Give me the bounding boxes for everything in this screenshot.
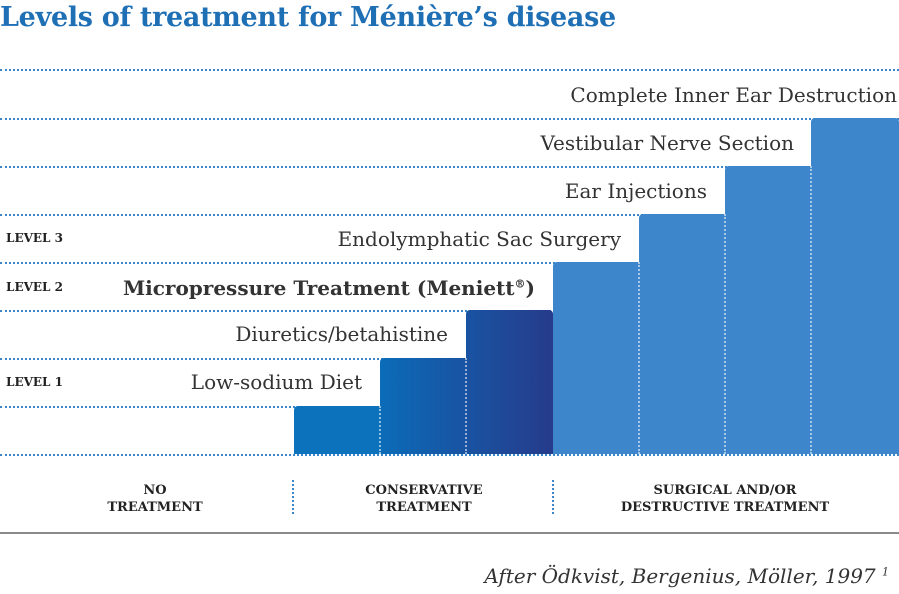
step-bar-diuretics — [380, 358, 466, 454]
gridline — [0, 454, 899, 456]
gridline — [0, 262, 899, 264]
category-line: DESTRUCTIVE TREATMENT — [620, 500, 830, 515]
bar-divider — [638, 262, 640, 454]
gridline — [0, 118, 899, 120]
baseline-rule — [0, 532, 899, 534]
category-line: TREATMENT — [376, 500, 472, 515]
category-separator — [552, 480, 554, 514]
gridline — [0, 69, 899, 71]
step-label-ear-injections: Ear Injections — [564, 179, 707, 203]
level-label-2: LEVEL 2 — [6, 280, 64, 294]
category-no-treatment: NO TREATMENT — [60, 482, 250, 516]
category-conservative: CONSERVATIVE TREATMENT — [296, 482, 552, 516]
step-label-diuretics: Diuretics/betahistine — [235, 322, 448, 346]
bar-divider — [724, 214, 726, 454]
category-separator — [292, 480, 294, 514]
step-bar-micropressure — [466, 310, 553, 454]
step-bar-inner-ear-destruction — [811, 118, 899, 454]
chart-title: Levels of treatment for Ménière’s diseas… — [0, 2, 616, 33]
category-line: TREATMENT — [107, 500, 203, 515]
step-label-sac-surgery: Endolymphatic Sac Surgery — [337, 227, 621, 251]
level-label-1: LEVEL 1 — [6, 375, 64, 389]
category-line: NO — [143, 483, 167, 498]
gridline — [0, 214, 899, 216]
step-bar-ear-injections — [639, 214, 725, 454]
step-label-inner-ear-destruction: Complete Inner Ear Destruction — [570, 83, 897, 107]
bar-divider — [379, 406, 381, 454]
bar-divider — [810, 166, 812, 454]
step-label-low-sodium: Low-sodium Diet — [190, 370, 362, 394]
step-bar-sac-surgery — [553, 262, 639, 454]
bar-divider — [465, 358, 467, 454]
category-line: SURGICAL AND/OR — [653, 483, 797, 498]
step-label-nerve-section: Vestibular Nerve Section — [540, 131, 794, 155]
gridline — [0, 310, 899, 312]
category-line: CONSERVATIVE — [365, 483, 483, 498]
step-bar-nerve-section — [725, 166, 811, 454]
level-label-3: LEVEL 3 — [6, 231, 64, 245]
category-surgical: SURGICAL AND/OR DESTRUCTIVE TREATMENT — [556, 482, 894, 516]
citation: After Ödkvist, Bergenius, Möller, 1997 1 — [484, 564, 889, 588]
gridline — [0, 166, 899, 168]
step-label-micropressure: Micropressure Treatment (Meniett®) — [123, 276, 535, 300]
step-bar-low-sodium — [294, 406, 380, 454]
